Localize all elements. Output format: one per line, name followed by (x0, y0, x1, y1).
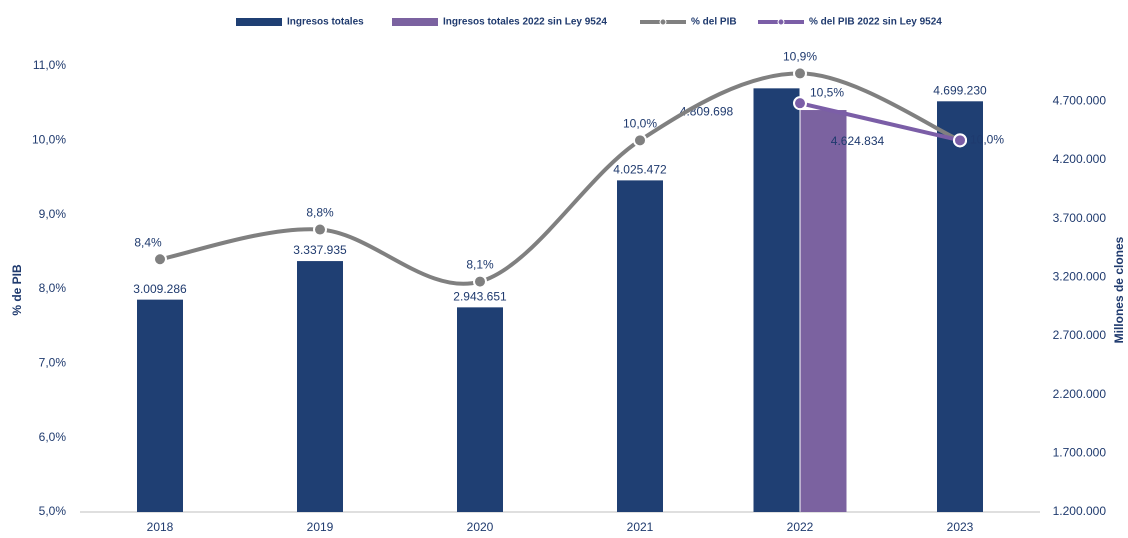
bar-value-label: 3.009.286 (133, 282, 187, 296)
legend-swatch (236, 18, 282, 26)
x-tick-label: 2023 (947, 520, 974, 534)
y2-tick-label: 4.200.000 (1053, 152, 1107, 166)
legend-label: % del PIB (691, 17, 737, 28)
line-marker (633, 133, 647, 148)
bar (297, 261, 343, 512)
y2-tick-label: 2.700.000 (1053, 328, 1107, 342)
y2-tick-label: 3.200.000 (1053, 269, 1107, 283)
line (799, 101, 961, 143)
legend-label: Ingresos totales 2022 sin Ley 9524 (443, 17, 607, 28)
legend-marker (777, 18, 785, 26)
y-axis-title: % de PIB (10, 264, 24, 316)
line-value-label: 8,8% (306, 206, 334, 220)
bar (937, 101, 983, 512)
y2-tick-label: 2.200.000 (1053, 387, 1107, 401)
line-marker (793, 66, 807, 81)
legend-label: Ingresos totales (287, 17, 364, 28)
y-tick-label: 5,0% (39, 504, 67, 518)
y2-tick-label: 4.700.000 (1053, 93, 1107, 107)
y2-axis-title: Millones de clones (1112, 236, 1126, 343)
x-tick-label: 2020 (467, 520, 494, 534)
y2-tick-label: 3.700.000 (1053, 211, 1107, 225)
line-value-label: 8,4% (134, 235, 162, 249)
legend-marker (659, 18, 667, 26)
bar (753, 88, 800, 512)
line-value-label: 10,0% (970, 133, 1004, 147)
bar (137, 299, 183, 512)
line-marker (473, 274, 487, 289)
bar-value-label: 4.025.472 (613, 163, 667, 177)
line-value-label: 10,9% (783, 50, 817, 64)
bar-value-label: 4.699.230 (933, 83, 987, 97)
y-tick-label: 11,0% (33, 58, 66, 72)
bar (617, 180, 663, 512)
y-tick-label: 9,0% (39, 207, 67, 221)
y2-tick-label: 1.700.000 (1053, 445, 1107, 459)
line-value-label: 10,0% (623, 117, 657, 131)
bar (457, 307, 503, 512)
x-tick-label: 2021 (627, 520, 654, 534)
line-value-label: 10,5% (810, 85, 844, 99)
y-tick-label: 8,0% (39, 281, 67, 295)
line-value-label: 8,1% (466, 258, 494, 272)
legend-swatch (392, 18, 438, 26)
line-marker (313, 222, 327, 237)
y-tick-label: 10,0% (32, 133, 66, 147)
line-marker (153, 252, 167, 267)
line-marker (793, 96, 807, 111)
bar (800, 110, 847, 512)
y2-tick-label: 1.200.000 (1053, 504, 1107, 518)
x-tick-label: 2022 (787, 520, 814, 534)
bar-value-label: 4.624.834 (831, 134, 885, 148)
y-tick-label: 7,0% (39, 356, 67, 370)
x-tick-label: 2019 (307, 520, 334, 534)
line-marker (953, 133, 967, 148)
bar-value-label: 2.943.651 (453, 290, 507, 304)
x-tick-label: 2018 (147, 520, 174, 534)
y-tick-label: 6,0% (39, 430, 67, 444)
bar-value-label: 3.337.935 (293, 243, 347, 257)
legend-label: % del PIB 2022 sin Ley 9524 (809, 17, 942, 28)
